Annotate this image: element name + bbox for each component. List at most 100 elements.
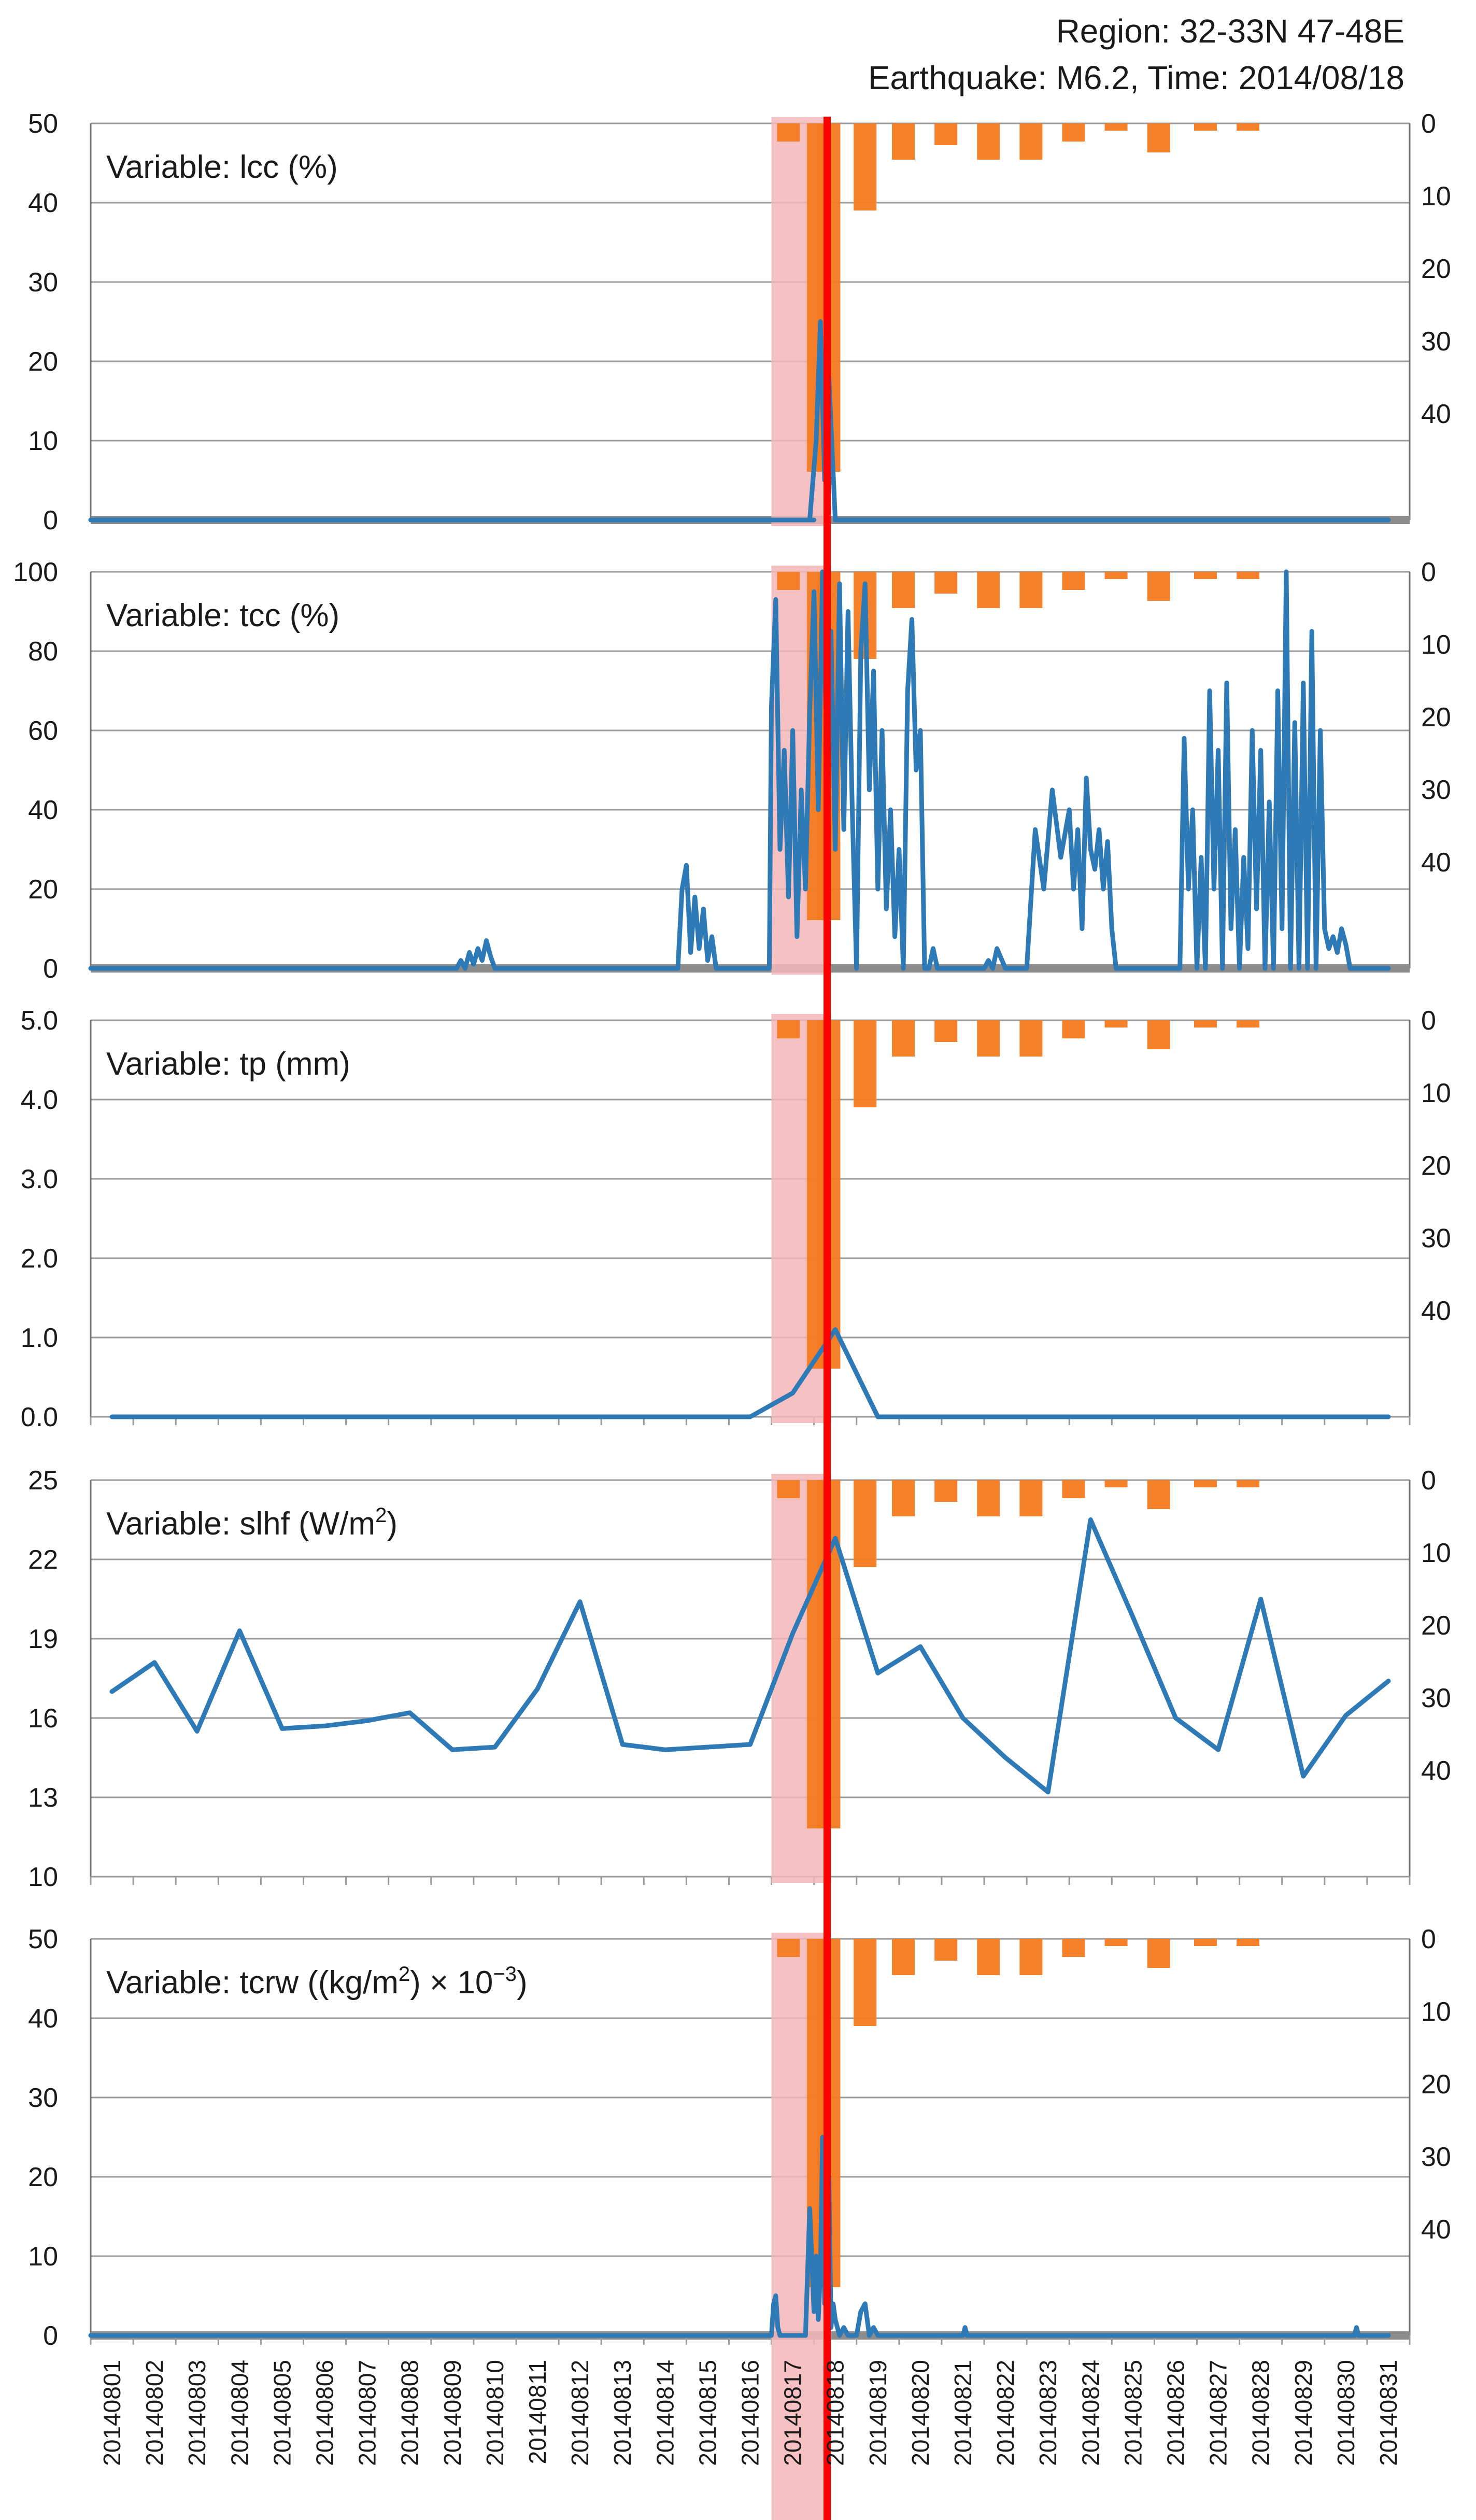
secondary-bar [1019,1939,1043,1975]
series-lines-layer [88,319,1391,2338]
secondary-bar [1194,572,1217,579]
secondary-bar [934,123,958,145]
y-tick-label: 20 [28,347,58,377]
series-line [88,319,1391,523]
secondary-tick-label: 40 [1421,1296,1451,1326]
x-tick-label: 20140815 [694,2360,721,2466]
secondary-bar [1237,1480,1260,1487]
secondary-bar [934,1480,958,1502]
secondary-bar [777,1939,800,1957]
secondary-bar [854,123,877,210]
secondary-bar [1019,123,1043,160]
secondary-bar [1062,123,1085,142]
y-tick-label: 13 [28,1783,58,1813]
secondary-bar [854,1020,877,1107]
secondary-bar [977,1020,1000,1057]
x-tick-label: 20140810 [481,2360,508,2466]
x-tick-label: 20140819 [864,2360,891,2466]
y-tick-label: 0 [43,505,58,536]
y-tick-label: 20 [28,875,58,905]
y-tick-label: 4.0 [21,1085,58,1115]
secondary-bar [777,1480,800,1498]
x-tick-label: 20140822 [992,2360,1019,2466]
secondary-bar [977,572,1000,608]
secondary-bar [1237,123,1260,131]
secondary-tick-label: 0 [1421,1924,1436,1954]
secondary-bar [892,1480,915,1516]
y-tick-label: 40 [28,188,58,218]
secondary-bar [1147,1939,1170,1968]
secondary-tick-label: 40 [1421,399,1451,429]
secondary-tick-label: 10 [1421,1078,1451,1108]
secondary-bar [1237,1020,1260,1027]
secondary-bar [1194,123,1217,131]
secondary-bar [1194,1020,1217,1027]
x-tick-label: 20140818 [822,2360,849,2466]
secondary-tick-label: 30 [1421,1683,1451,1713]
x-tick-label: 20140808 [396,2360,423,2466]
secondary-bar [1194,1480,1217,1487]
y-tick-label: 1.0 [21,1323,58,1353]
variable-label: Variable: tcrw ((kg/m2) × 10−3) [106,1963,528,2001]
secondary-bar [1104,1020,1128,1027]
x-tick-label: 20140802 [141,2360,168,2466]
secondary-bar [854,1939,877,2026]
secondary-bar [1062,1939,1085,1957]
x-tick-label: 20140826 [1162,2360,1189,2466]
y-tick-label: 100 [13,557,58,587]
y-tick-label: 20 [28,2162,58,2192]
x-tick-label: 20140811 [524,2360,551,2464]
secondary-tick-label: 0 [1421,109,1436,139]
y-tick-label: 0 [43,954,58,984]
y-tick-label: 50 [28,1924,58,1954]
grid-layer [90,122,1411,2345]
x-tick-label: 20140830 [1332,2360,1359,2466]
secondary-bar [977,123,1000,160]
secondary-tick-label: 20 [1421,1151,1451,1181]
x-tick-label: 20140805 [268,2360,295,2466]
series-line [88,569,1391,971]
y-tick-label: 25 [28,1466,58,1496]
secondary-bar [892,1939,915,1975]
secondary-bar [977,1480,1000,1516]
x-tick-label: 20140817 [779,2360,806,2466]
secondary-bar [934,572,958,594]
variable-label: Variable: lcc (%) [106,149,338,185]
secondary-bar [1147,1480,1170,1509]
secondary-bar [1019,1020,1043,1057]
secondary-tick-label: 30 [1421,775,1451,805]
y-tick-label: 19 [28,1624,58,1654]
secondary-bar [1062,572,1085,590]
series-line [109,1517,1391,1795]
secondary-bar [1062,1020,1085,1038]
x-tick-label: 20140812 [566,2360,593,2466]
x-tick-label: 20140824 [1077,2360,1104,2466]
y-tick-label: 5.0 [21,1006,58,1036]
secondary-bar [1104,1480,1128,1487]
secondary-tick-label: 10 [1421,630,1451,660]
secondary-tick-label: 40 [1421,2215,1451,2245]
y-tick-label: 0 [43,2321,58,2351]
secondary-tick-label: 0 [1421,557,1436,587]
x-tick-label: 20140804 [226,2360,253,2466]
secondary-bar [777,572,800,590]
secondary-bars-layer [777,123,1260,2287]
y-tick-label: 10 [28,1862,58,1892]
secondary-tick-label: 0 [1421,1466,1436,1496]
secondary-tick-label: 10 [1421,1997,1451,2027]
secondary-bar [1019,572,1043,608]
x-tick-label: 20140807 [354,2360,381,2466]
secondary-tick-label: 10 [1421,1538,1451,1568]
secondary-tick-label: 30 [1421,327,1451,357]
secondary-bar [1062,1480,1085,1498]
secondary-tick-label: 0 [1421,1006,1436,1036]
secondary-bar [934,1020,958,1042]
secondary-bar [1147,123,1170,152]
earthquake-label: Earthquake: M6.2, Time: 2014/08/18 [868,59,1404,96]
x-tick-label: 20140820 [907,2360,934,2466]
secondary-bar [1147,1020,1170,1049]
secondary-bar [1147,572,1170,601]
series-line [88,2135,1391,2338]
secondary-tick-label: 20 [1421,2070,1451,2100]
